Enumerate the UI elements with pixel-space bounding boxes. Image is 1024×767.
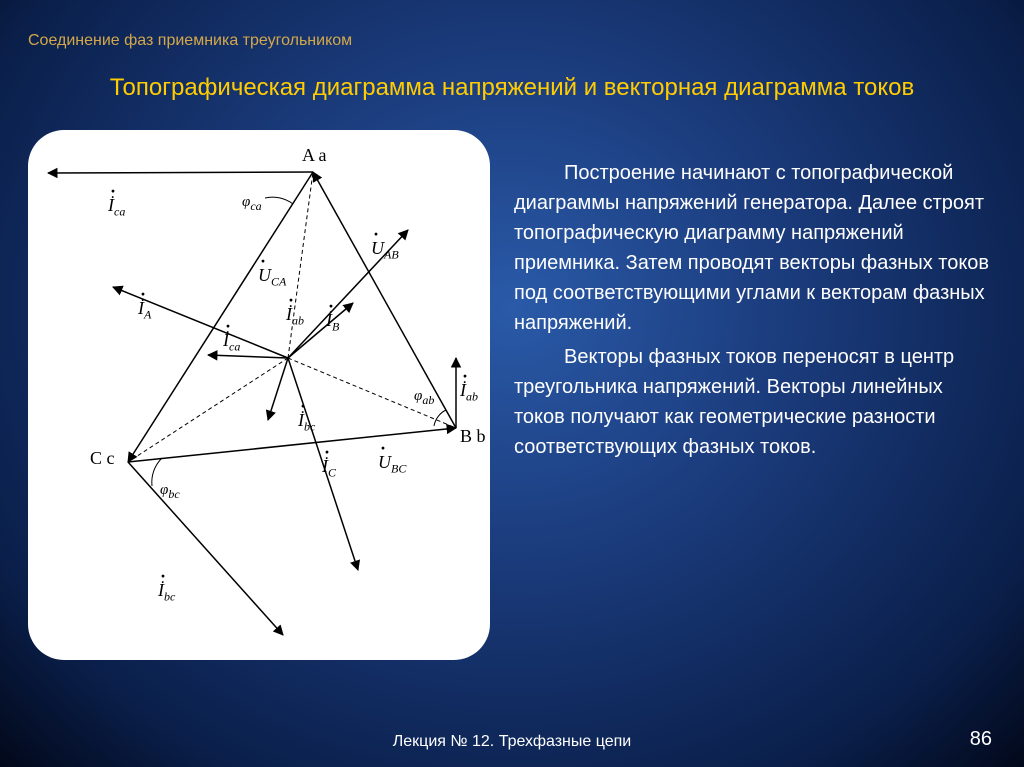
label-iab-ext: İab <box>460 380 478 405</box>
label-ia: İA <box>138 298 151 323</box>
breadcrumb: Соединение фаз приемника треугольником <box>28 32 352 50</box>
label-ica-ext: İca <box>108 195 125 220</box>
label-ica-c: İca <box>223 330 240 355</box>
label-vertex-a: A a <box>302 145 327 166</box>
label-phi-bc: φbc <box>160 482 180 502</box>
label-ib: İB <box>326 310 339 335</box>
label-ic: İC <box>322 456 336 481</box>
label-ibc-c: İbc <box>298 410 315 435</box>
footer-lecture: Лекция № 12. Трехфазные цепи <box>0 733 1024 751</box>
label-vertex-c: C c <box>90 448 115 469</box>
label-uca: UCA <box>258 265 286 290</box>
page-number: 86 <box>970 728 992 751</box>
page-title: Топографическая диаграмма напряжений и в… <box>0 74 1024 102</box>
description-p2: Векторы фазных токов переносят в центр т… <box>514 342 996 462</box>
label-ibc-ext: İbc <box>158 580 175 605</box>
vector-diagram: A a B b C c UAB UBC UCA İca İab İbc İA İ… <box>28 130 490 660</box>
label-uab: UAB <box>371 238 399 263</box>
label-vertex-b: B b <box>460 426 486 447</box>
label-ubc: UBC <box>378 452 406 477</box>
label-iab-c: İab <box>286 304 304 329</box>
description-p1: Построение начинают с топографической ди… <box>514 158 996 338</box>
content-row: A a B b C c UAB UBC UCA İca İab İbc İA İ… <box>28 130 996 697</box>
description-text: Построение начинают с топографической ди… <box>514 130 996 697</box>
label-phi-ca: φca <box>242 194 262 214</box>
label-phi-ab: φab <box>414 388 434 408</box>
